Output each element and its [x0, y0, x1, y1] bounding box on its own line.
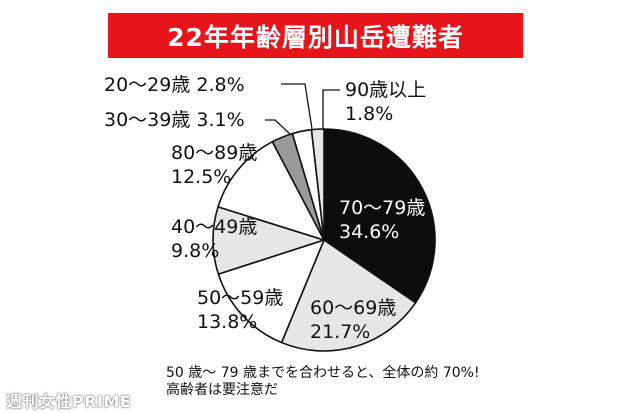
label-30-39: 30～39歳 3.1%	[104, 109, 245, 131]
pie-slice-1	[280, 239, 417, 352]
label-90-plus: 90歳以上 1.8%	[345, 79, 427, 125]
leader-line-20-29	[281, 83, 313, 130]
footnote: 50 歳～ 79 歳までを合わせると、全体の約 70%! 高齢者は要注意だ	[166, 365, 480, 398]
label-70-79: 70～79歳 34.6%	[339, 197, 426, 243]
watermark-logo: 週刊女性PRIME	[6, 392, 132, 411]
pie-slice-7	[310, 128, 325, 241]
chart-title: 22年年齢層別山岳遭難者	[108, 13, 523, 58]
pie-slice-4	[217, 140, 325, 241]
leader-line-90	[322, 89, 340, 129]
label-50-59: 50～59歳 13.8%	[197, 287, 284, 333]
pie-slice-0	[323, 128, 436, 304]
label-60-69: 60～69歳 21.7%	[310, 297, 397, 343]
leader-line-30-39	[265, 119, 291, 135]
label-20-29: 20～29歳 2.8%	[104, 74, 245, 96]
label-40-49: 40～49歳 9.8%	[171, 216, 258, 262]
label-80-89: 80～89歳 12.5%	[171, 142, 258, 188]
